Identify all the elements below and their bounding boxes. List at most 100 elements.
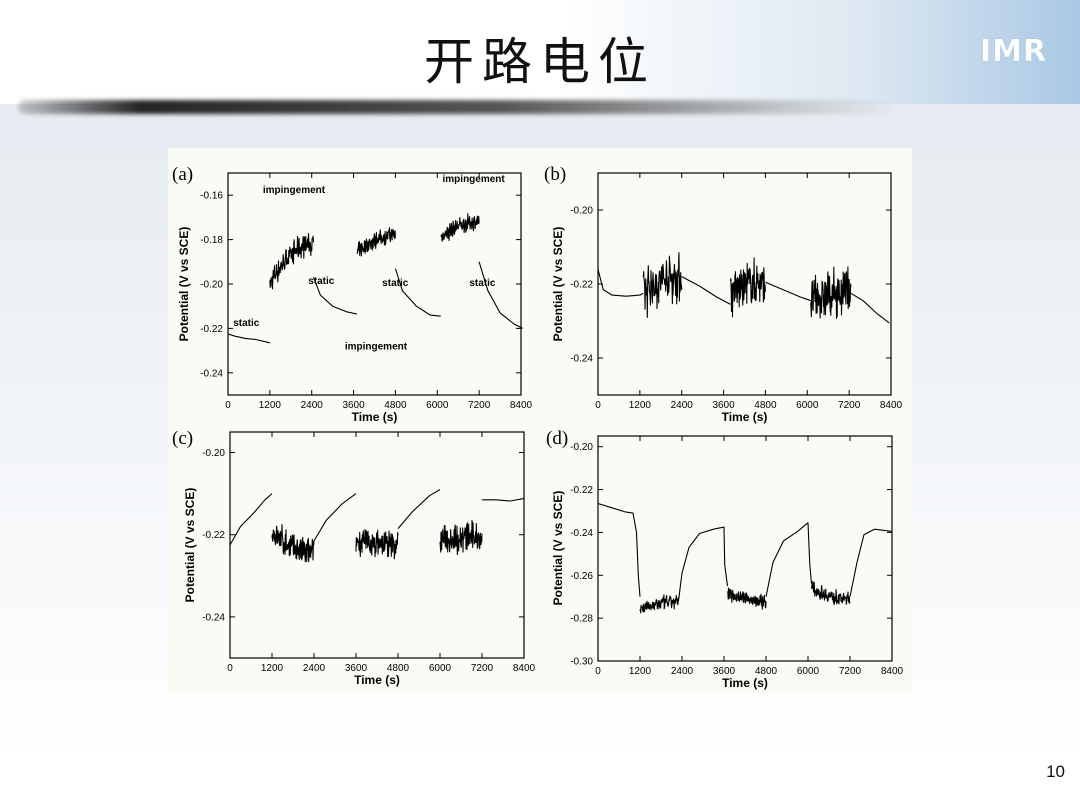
- series-line: [229, 493, 273, 546]
- x-tick-label: 2400: [301, 400, 324, 411]
- ocp-figure: 0 1200 2400 3600 4800 6000 7200 8400 -0.16 -0.18 -…: [168, 148, 912, 694]
- y-tick-label: -0.20: [200, 280, 223, 291]
- x-tick-label: 0: [595, 666, 601, 677]
- chart-panel-3: 0 1200 2400 3600 4800 6000 7200 8400 -0.20 -0.22 -…: [172, 428, 536, 687]
- plot-frame: [597, 435, 893, 662]
- series-line: [312, 277, 358, 315]
- annotation-label: static: [469, 278, 496, 289]
- x-tick-label: 1200: [261, 663, 284, 674]
- panel-letter: (c): [172, 428, 193, 449]
- series-noise-band: [810, 580, 851, 606]
- series-noise-band: [439, 519, 483, 556]
- y-tick-label: -0.28: [570, 614, 593, 625]
- x-tick-label: 6000: [797, 666, 820, 677]
- x-tick-label: 4800: [754, 400, 777, 411]
- x-tick-label: 7200: [471, 663, 494, 674]
- x-tick-label: 3600: [345, 663, 368, 674]
- y-tick-label: -0.22: [570, 485, 593, 496]
- series-noise-band: [271, 524, 315, 563]
- y-tick-label: -0.22: [202, 530, 225, 541]
- page-number: 10: [1046, 762, 1065, 781]
- y-axis-title: Potential (V vs SCE): [551, 491, 565, 606]
- x-tick-label: 2400: [671, 666, 694, 677]
- x-tick-label: 2400: [671, 400, 694, 411]
- chart-panel-4: 0 1200 2400 3600 4800 6000 7200 8400 -0.20 -0.22 -…: [546, 428, 904, 690]
- x-tick-label: 3600: [713, 666, 736, 677]
- y-tick-label: -0.20: [570, 442, 593, 453]
- series-line: [850, 292, 890, 324]
- series-noise-band: [356, 227, 396, 257]
- y-axis-title: Potential (V vs SCE): [177, 227, 191, 342]
- y-tick-label: -0.20: [202, 448, 225, 459]
- series-line: [765, 522, 813, 597]
- x-axis-title: Time (s): [352, 410, 398, 424]
- series-noise-band: [440, 213, 480, 242]
- slide-header: 开路电位 IMR: [0, 0, 1080, 104]
- title-divider: [18, 100, 896, 114]
- x-axis-title: Time (s): [722, 676, 768, 690]
- annotation-label: impingement: [345, 341, 408, 352]
- ocp-figure-svg: 0 1200 2400 3600 4800 6000 7200 8400 -0.16 -0.18 -…: [172, 164, 904, 690]
- y-axis-title: Potential (V vs SCE): [551, 227, 565, 342]
- x-axis-title: Time (s): [354, 673, 400, 687]
- series-noise-band: [639, 594, 680, 614]
- slide-title: 开路电位: [424, 33, 656, 91]
- series-noise-band: [810, 266, 852, 320]
- series-line: [597, 269, 644, 297]
- annotation-label: static: [382, 278, 409, 289]
- series-line: [397, 489, 441, 529]
- x-tick-label: 6000: [426, 400, 449, 411]
- x-tick-label: 7200: [839, 666, 862, 677]
- series-line: [394, 268, 441, 317]
- x-tick-label: 3600: [342, 400, 365, 411]
- x-axis-title: Time (s): [722, 410, 768, 424]
- panel-letter: (d): [546, 428, 568, 449]
- series-line: [597, 502, 641, 597]
- y-tick-label: -0.16: [200, 191, 223, 202]
- y-tick-label: -0.30: [570, 657, 593, 668]
- annotation-label: impingement: [443, 174, 506, 185]
- series-line: [227, 333, 271, 344]
- series-noise-band: [269, 232, 315, 290]
- series-noise-band: [727, 587, 767, 610]
- x-tick-label: 4800: [755, 666, 778, 677]
- annotation-label: static: [308, 276, 335, 287]
- chart-panel-2: 0 1200 2400 3600 4800 6000 7200 8400 -0.20 -0.22 -…: [544, 164, 903, 424]
- imr-logo: IMR: [980, 34, 1048, 69]
- x-tick-label: 8400: [881, 666, 904, 677]
- x-tick-label: 8400: [510, 400, 533, 411]
- x-tick-label: 0: [225, 400, 231, 411]
- series-line: [313, 493, 357, 542]
- chart-panel-1: 0 1200 2400 3600 4800 6000 7200 8400 -0.16 -0.18 -…: [172, 164, 533, 424]
- y-tick-label: -0.24: [202, 612, 225, 623]
- panel-letter: (b): [544, 164, 566, 185]
- x-tick-label: 3600: [712, 400, 735, 411]
- y-tick-label: -0.22: [200, 324, 223, 335]
- series-line: [482, 498, 525, 502]
- y-tick-label: -0.24: [200, 368, 223, 379]
- x-tick-label: 7200: [468, 400, 491, 411]
- annotation-label: impingement: [263, 185, 326, 196]
- x-tick-label: 1200: [259, 400, 282, 411]
- x-tick-label: 0: [227, 663, 233, 674]
- panel-letter: (a): [172, 164, 193, 185]
- y-tick-label: -0.22: [570, 280, 593, 291]
- x-tick-label: 4800: [387, 663, 410, 674]
- series-noise-band: [355, 529, 399, 560]
- y-axis-title: Potential (V vs SCE): [183, 488, 197, 603]
- y-tick-label: -0.24: [570, 528, 593, 539]
- series-line: [478, 261, 523, 329]
- x-tick-label: 8400: [880, 400, 903, 411]
- series-line: [681, 276, 731, 305]
- x-tick-label: 1200: [629, 400, 652, 411]
- annotation-label: static: [233, 318, 260, 329]
- y-tick-label: -0.26: [570, 571, 593, 582]
- series-line: [765, 281, 811, 302]
- x-tick-label: 7200: [838, 400, 861, 411]
- series-line: [677, 526, 729, 602]
- y-tick-label: -0.20: [570, 206, 593, 217]
- x-tick-label: 4800: [384, 400, 407, 411]
- series-noise-band: [729, 257, 766, 318]
- x-tick-label: 8400: [513, 663, 536, 674]
- series-line: [849, 528, 893, 597]
